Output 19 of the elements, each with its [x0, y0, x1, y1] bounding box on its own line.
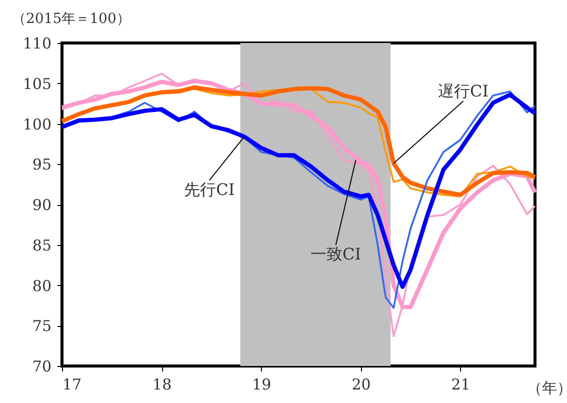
y-axis-title: （2015年＝100）: [12, 11, 130, 27]
x-tick-label: 21: [451, 376, 470, 394]
y-tick-label: 80: [32, 276, 52, 295]
y-tick-label: 90: [32, 196, 52, 214]
x-axis-title: （年）: [527, 379, 567, 397]
x-tick-label: 19: [252, 376, 272, 394]
annotation: 遅行CI: [438, 81, 489, 100]
annotation: 先行CI: [184, 180, 235, 199]
x-tick-label: 18: [152, 376, 172, 394]
y-tick-label: 100: [22, 115, 52, 134]
annotation: 一致CI: [310, 244, 362, 264]
y-tick-label: 75: [32, 317, 52, 336]
y-tick-label: 95: [32, 156, 52, 174]
x-tick-label: 20: [352, 376, 371, 394]
x-tick-label: 17: [62, 376, 82, 394]
y-tick-label: 85: [32, 236, 52, 254]
y-tick-label: 105: [22, 74, 52, 93]
y-tick-label: 110: [22, 34, 52, 52]
y-tick-label: 70: [32, 358, 52, 376]
